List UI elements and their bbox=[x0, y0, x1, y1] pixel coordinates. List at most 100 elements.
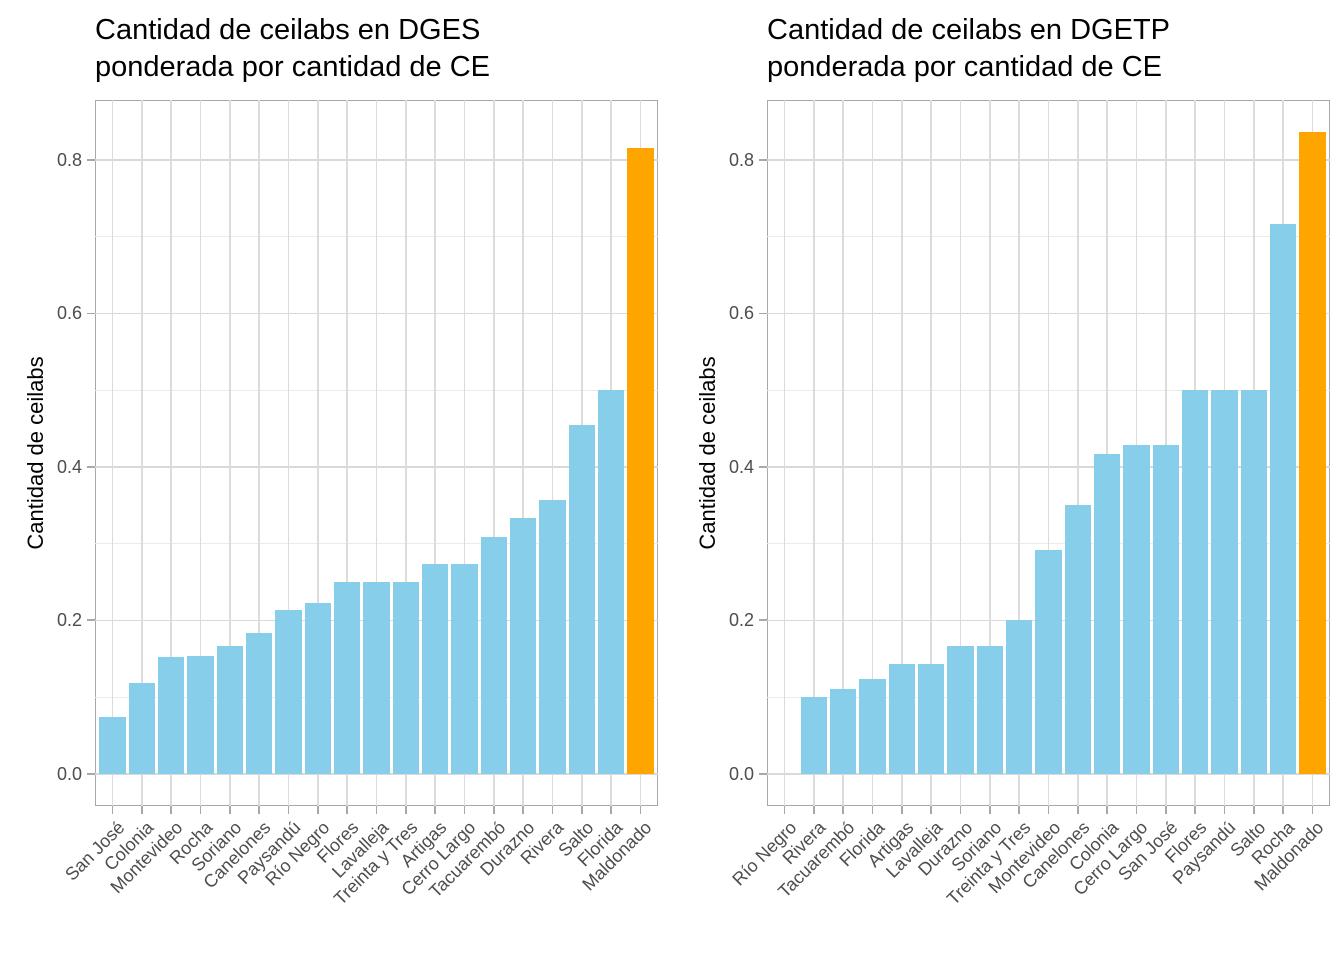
grid-vline bbox=[346, 100, 348, 806]
x-tick bbox=[551, 806, 554, 814]
grid-vline bbox=[1018, 100, 1020, 806]
y-tick-label: 0.8 bbox=[728, 149, 754, 170]
y-tick-label: 0.0 bbox=[56, 763, 82, 784]
bar bbox=[304, 603, 332, 774]
bar bbox=[333, 581, 361, 774]
y-tick-label: 0.2 bbox=[728, 610, 754, 631]
grid-vline bbox=[813, 100, 815, 806]
y-tick-label: 0.0 bbox=[728, 763, 754, 784]
bar bbox=[1152, 444, 1179, 774]
y-axis-title: Cantidad de ceilabs bbox=[23, 356, 48, 550]
y-tick bbox=[87, 159, 95, 161]
bar bbox=[392, 581, 420, 774]
bar bbox=[597, 390, 625, 774]
grid-vline bbox=[783, 100, 786, 806]
x-tick bbox=[434, 806, 436, 814]
bar bbox=[1123, 444, 1150, 774]
bar bbox=[158, 657, 185, 774]
bar bbox=[1064, 505, 1092, 774]
bar bbox=[539, 499, 566, 774]
bar bbox=[1005, 620, 1033, 774]
grid-vline bbox=[522, 100, 524, 806]
x-tick bbox=[1194, 806, 1196, 814]
bar bbox=[918, 664, 945, 774]
x-tick bbox=[317, 806, 319, 814]
x-tick bbox=[1282, 806, 1284, 814]
x-tick bbox=[141, 806, 143, 814]
x-tick bbox=[639, 806, 642, 814]
x-tick bbox=[1106, 806, 1108, 814]
grid-vline bbox=[375, 100, 378, 806]
bar bbox=[1269, 223, 1297, 774]
y-tick-label: 0.2 bbox=[56, 610, 82, 631]
x-tick bbox=[930, 806, 932, 814]
grid-vline bbox=[842, 100, 844, 806]
grid-vline bbox=[551, 100, 554, 806]
x-tick bbox=[111, 806, 114, 814]
chart-title: Cantidad de ceilabs en DGETP ponderada p… bbox=[767, 12, 1170, 86]
x-tick bbox=[1252, 806, 1255, 814]
y-tick-label: 0.6 bbox=[56, 303, 82, 324]
x-tick bbox=[170, 806, 173, 814]
grid-vline bbox=[901, 100, 903, 806]
grid-vline bbox=[170, 100, 172, 806]
x-tick bbox=[901, 806, 903, 814]
grid-vline bbox=[434, 100, 436, 806]
x-tick bbox=[1018, 806, 1020, 814]
chart-dges: Cantidad de ceilabs en DGES ponderada po… bbox=[23, 12, 658, 909]
y-tick bbox=[87, 466, 95, 468]
grid-vline bbox=[871, 100, 874, 806]
grid-vline bbox=[989, 100, 991, 806]
x-tick bbox=[405, 806, 407, 814]
grid-vline bbox=[199, 100, 202, 806]
x-tick bbox=[871, 806, 874, 814]
chart-title: Cantidad de ceilabs en DGES ponderada po… bbox=[95, 12, 490, 86]
bar bbox=[976, 645, 1004, 774]
bar bbox=[1035, 549, 1062, 774]
grid-vline bbox=[1077, 100, 1079, 806]
x-tick bbox=[1164, 806, 1167, 814]
bar bbox=[480, 537, 507, 774]
y-tick bbox=[759, 312, 767, 315]
bar bbox=[128, 683, 156, 774]
x-tick bbox=[1135, 806, 1138, 814]
x-tick bbox=[229, 806, 231, 814]
x-tick bbox=[199, 806, 202, 814]
x-tick bbox=[346, 806, 348, 814]
grid-vline bbox=[1106, 100, 1108, 806]
x-tick bbox=[842, 806, 845, 814]
chart-title-line1: Cantidad de ceilabs en DGES bbox=[95, 14, 481, 46]
chart-title-line2: ponderada por cantidad de CE bbox=[767, 51, 1163, 83]
bar bbox=[187, 655, 214, 774]
grid-vline bbox=[959, 100, 962, 806]
grid-vline bbox=[317, 100, 319, 806]
y-tick bbox=[759, 466, 767, 468]
bar bbox=[451, 564, 478, 774]
x-tick bbox=[959, 806, 962, 814]
x-tick bbox=[1077, 806, 1079, 814]
bar bbox=[421, 564, 449, 774]
grid-vline bbox=[229, 100, 231, 806]
y-tick-label: 0.8 bbox=[56, 149, 82, 170]
y-tick-label: 0.4 bbox=[728, 456, 754, 477]
y-tick bbox=[759, 159, 767, 161]
highlight-bar bbox=[627, 148, 654, 774]
grid-vline bbox=[258, 100, 260, 806]
bar bbox=[568, 424, 595, 774]
y-tick bbox=[87, 312, 95, 315]
grid-vline bbox=[1047, 100, 1050, 806]
bar bbox=[216, 645, 244, 774]
chart-title-line2: ponderada por cantidad de CE bbox=[95, 51, 491, 83]
x-tick bbox=[1311, 806, 1314, 814]
grid-vline bbox=[493, 100, 495, 806]
y-axis-title: Cantidad de ceilabs bbox=[695, 356, 720, 550]
y-tick-label: 0.6 bbox=[728, 303, 754, 324]
x-tick bbox=[492, 806, 495, 814]
bar bbox=[1181, 390, 1209, 774]
highlight-bar bbox=[1299, 132, 1326, 774]
grid-vline bbox=[405, 100, 407, 806]
x-tick bbox=[258, 806, 260, 814]
x-tick bbox=[783, 806, 786, 814]
bar bbox=[830, 688, 857, 774]
